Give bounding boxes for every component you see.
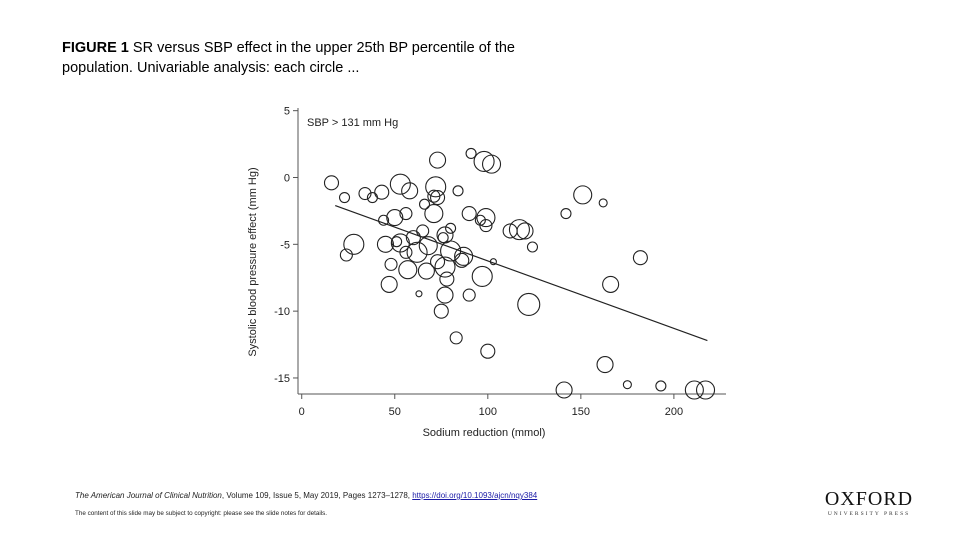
data-point [602,275,620,293]
data-point [573,185,593,205]
data-point [389,173,411,195]
data-point [378,214,390,226]
logo-sub-text: UNIVERSITY PRESS [827,511,911,517]
doi-link[interactable]: https://doi.org/10.1093/ajcn/nqy384 [412,491,538,500]
data-point [465,147,477,159]
citation: The American Journal of Clinical Nutriti… [75,491,537,500]
data-point [695,380,716,400]
data-point [430,254,446,270]
data-point [343,233,365,255]
chart-axes: 50-5-10-150 50 100 150 200 [274,106,726,418]
citation-details: , Volume 109, Issue 5, May 2019, Pages 1… [221,491,413,500]
data-point [454,246,474,266]
figure-label: FIGURE 1 [62,40,129,56]
data-point [406,241,428,263]
data-point [399,245,413,259]
data-point [598,198,608,208]
logo-main-text: OXFORD [824,488,914,510]
y-tick-label: -10 [274,306,290,318]
y-tick-label: 0 [284,172,290,184]
data-point [384,257,398,271]
x-tick-label: 0 [299,406,305,418]
data-point [452,185,464,197]
data-point [338,191,351,204]
data-point [418,236,438,256]
data-point [596,356,614,374]
data-point [449,331,463,345]
regression-line [335,204,708,342]
data-point [433,303,449,319]
data-point [429,151,447,169]
data-point [430,189,446,206]
data-point [401,182,419,200]
data-point [417,262,435,280]
data-point [479,219,493,233]
y-tick-label: -15 [274,373,290,385]
data-point [517,292,541,317]
data-point [555,381,573,399]
data-point [622,380,632,390]
data-point [655,380,667,392]
data-point [439,271,455,287]
data-point [471,265,493,287]
data-point [632,250,648,266]
x-tick-label: 200 [665,406,683,418]
data-point [476,208,496,228]
data-point [425,176,447,198]
data-point [526,241,539,253]
data-point [516,222,534,240]
data-point [560,208,572,220]
copyright-notice: The content of this slide may be subject… [75,510,328,517]
data-point [339,248,353,262]
data-point [398,260,418,280]
data-point [445,222,457,234]
x-axis-label: Sodium reduction (mmol) [423,427,546,439]
data-point [358,186,372,201]
data-point [462,288,476,302]
journal-name: The American Journal of Clinical Nutriti… [75,491,222,500]
y-tick-label: 5 [284,106,290,118]
oxford-logo: OXFORD UNIVERSITY PRESS [814,489,924,517]
data-point [508,219,530,241]
figure-caption: FIGURE 1 SR versus SBP effect in the upp… [62,38,582,78]
chart-marks [323,147,716,400]
x-tick-label: 50 [389,406,401,418]
y-tick-label: -5 [280,239,290,251]
data-point [405,230,421,246]
data-point [323,175,340,191]
data-point [424,204,444,224]
data-point [480,343,496,359]
data-point [380,275,398,293]
x-tick-label: 150 [572,406,590,418]
data-point [415,290,423,298]
data-point [386,209,404,227]
figure-caption-text: SR versus SBP effect in the upper 25th B… [62,40,515,76]
data-point [374,184,390,200]
data-point [376,235,395,253]
data-point [684,380,704,400]
y-axis-label: Systolic blood pressure effect (mm Hg) [247,167,259,356]
data-point [399,207,413,221]
data-point [454,252,470,268]
x-tick-label: 100 [479,406,497,418]
data-point [434,256,456,278]
data-point [440,240,462,262]
data-point [473,150,495,173]
data-point [481,154,502,174]
data-point [436,286,454,304]
data-point [461,206,477,222]
data-point [418,198,431,210]
chart-title: SBP > 131 mm Hg [307,117,398,129]
